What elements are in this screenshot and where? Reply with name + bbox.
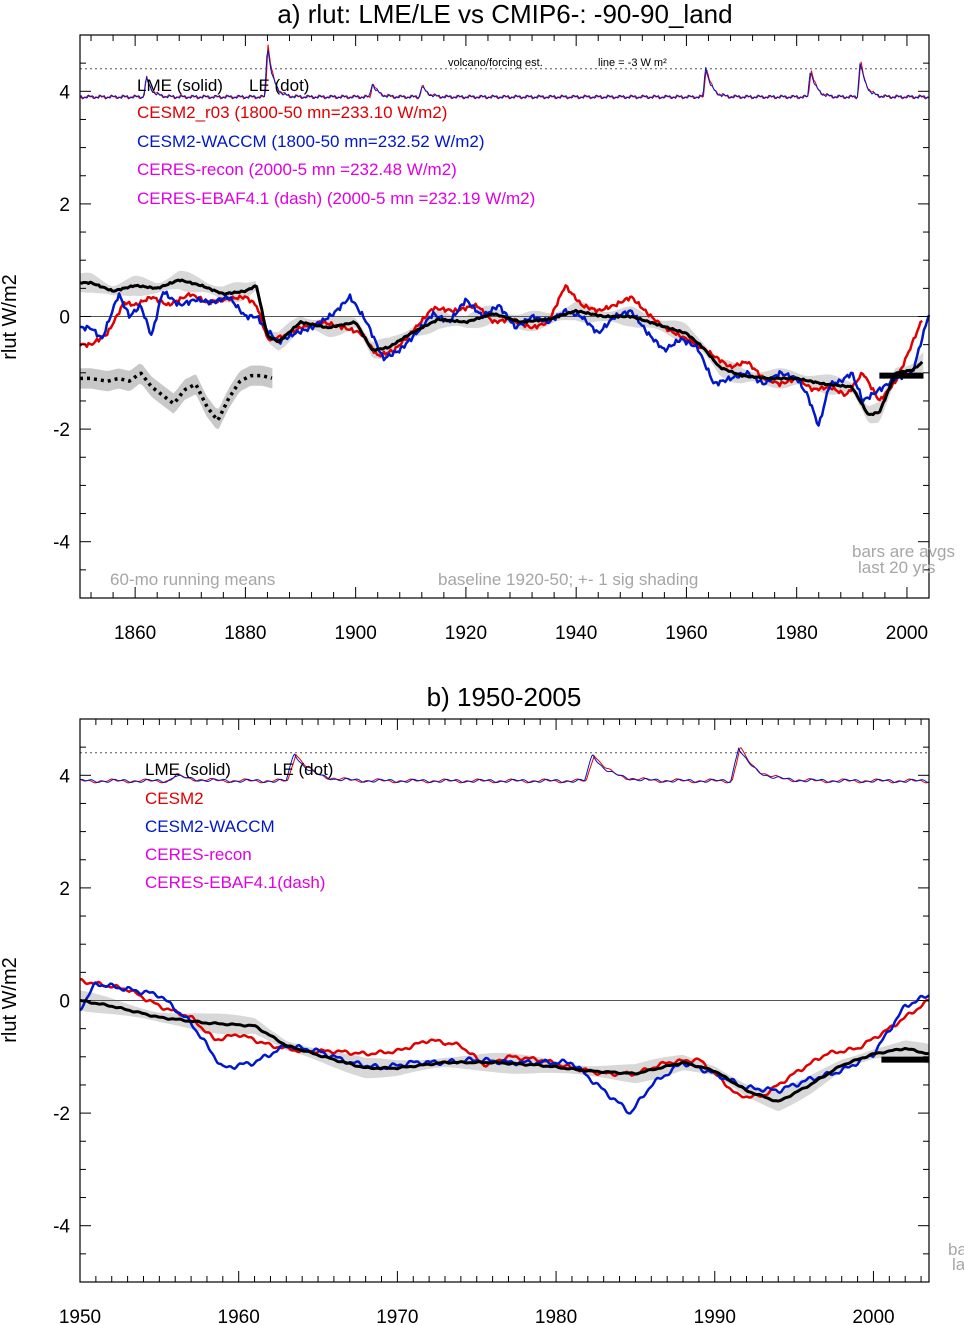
note-volcano: volcano/forcing est. [448,57,543,69]
waccm-line [79,290,931,427]
x-tick-label: 1990 [694,1307,736,1325]
panel-b-series-lines [79,978,930,1115]
x-tick-label: 1880 [224,623,266,644]
y-tick-label: 0 [59,992,70,1013]
legend-lme: LME (solid) [137,76,223,95]
y-tick-label: -4 [53,1217,70,1238]
panel-a-title: a) rlut: LME/LE vs CMIP6-: -90-90_land [277,0,732,29]
y-tick-label: -2 [53,420,70,441]
x-tick-label: 1970 [376,1307,418,1325]
panel-a-tick-labels: 1860 1880 1900 1920 1940 1960 1980 2000 -4 -2 0 2 4 [53,82,928,644]
panel-b: b) 1950-2005 rlut W/m2 1950 1960 1970 1980 1… [0,682,964,1325]
panel-a-legend: LME (solid) LE (dot) CESM2_r03 (1800-50 … [137,76,535,208]
panel-b-tick-labels: 1950 1960 1970 1980 1990 2000 -4 -2 0 2 4 [53,766,895,1325]
x-tick-label: 1960 [218,1307,260,1325]
panel-a: a) rlut: LME/LE vs CMIP6-: -90-90_land r… [0,0,955,644]
x-tick-label: 1980 [776,623,818,644]
legend-b-lme: LME (solid) [145,760,231,779]
lme-line [79,998,930,1103]
panel-a-volcano-lines [79,44,930,100]
legend-le: LE (dot) [249,76,309,95]
legend-b-waccm: CESM2-WACCM [145,817,275,836]
x-tick-label: 2000 [886,623,928,644]
panel-a-ylabel: rlut W/m2 [0,274,21,360]
x-tick-label: 1900 [335,623,377,644]
panel-b-legend: LME (solid) LE (dot) CESM2 CESM2-WACCM C… [145,760,333,892]
panel-a-series-lines [79,278,931,427]
panel-b-volcano-lines [79,747,930,784]
legend-ceres-recon: CERES-recon (2000-5 mn =232.48 W/m2) [137,160,457,179]
legend-b-ceres-recon: CERES-recon [145,845,252,864]
y-tick-label: 4 [59,82,70,103]
panel-b-ylabel: rlut W/m2 [0,957,21,1043]
legend-ceres-ebaf: CERES-EBAF4.1 (dash) (2000-5 mn =232.19 … [137,189,535,208]
note-bars-1: bars are avgs [852,542,955,561]
y-tick-label: 4 [59,766,70,787]
volcano-forcing-waccm [79,747,930,784]
note-b-bars-1: ba [948,1240,964,1259]
x-tick-label: 1940 [555,623,597,644]
panel-b-shading [80,990,929,1112]
y-tick-label: 0 [59,308,70,329]
x-tick-label: 1920 [445,623,487,644]
legend-b-le: LE (dot) [273,760,333,779]
panel-b-title: b) 1950-2005 [427,682,582,712]
panel-a-axes [79,34,930,599]
legend-b-cesm2: CESM2 [145,789,204,808]
x-tick-label: 2000 [852,1307,894,1325]
x-tick-label: 1860 [114,623,156,644]
note-baseline: baseline 1920-50; +- 1 sig shading [438,570,698,589]
lme-line [79,278,924,417]
x-tick-label: 1950 [59,1307,101,1325]
note-running-means: 60-mo running means [110,570,275,589]
legend-b-ceres-ebaf: CERES-EBAF4.1(dash) [145,873,325,892]
y-tick-label: 2 [59,879,70,900]
y-tick-label: -2 [53,1104,70,1125]
x-tick-label: 1980 [535,1307,577,1325]
y-tick-label: 2 [59,195,70,216]
y-tick-label: -4 [53,533,70,554]
note-b-bars-2: la [952,1255,964,1274]
note-line: line = -3 W m² [598,57,667,69]
le-spread-shading [80,363,273,430]
le-dotted-line [80,371,273,424]
note-bars-2: last 20 yrs [858,558,935,577]
x-tick-label: 1960 [665,623,707,644]
legend-cesm2: CESM2_r03 (1800-50 mn=233.10 W/m2) [137,103,447,122]
panel-b-axes [79,718,930,1283]
volcano-forcing-waccm [79,50,930,100]
waccm-line [79,981,930,1115]
legend-waccm: CESM2-WACCM (1800-50 mn=232.52 W/m2) [137,132,485,151]
lme-spread-shading [80,990,929,1112]
